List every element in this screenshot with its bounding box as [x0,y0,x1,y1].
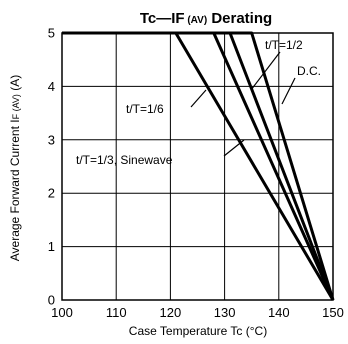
pointer-third [223,139,245,157]
series-curves [62,31,335,301]
x-axis-label: Case Temperature Tc (°C) [129,324,267,338]
x-tick-label: 150 [322,305,344,320]
y-tick-label: 3 [48,132,55,147]
annotation-dc: D.C. [297,64,321,78]
y-tick-label: 5 [48,26,55,41]
x-tick-label: 110 [106,305,127,320]
pointer-dc [281,77,296,105]
annotation-half: t/T=1/2 [265,38,303,52]
y-tick-label: 0 [48,293,55,308]
pointer-sixth [190,89,207,108]
title-sub-f: F [175,10,184,27]
y-axis-ticks: 0 1 2 3 4 5 [48,26,55,308]
annotation-sixth: t/T=1/6 [126,102,164,116]
y-tick-label: 4 [48,79,55,94]
chart-title: Tc—IF (AV) Derating [140,10,272,27]
y-tick-label: 1 [48,239,55,254]
y-label-main: Average Forward Current I [8,119,22,261]
y-tick-label: 2 [48,186,55,201]
x-tick-label: 100 [51,305,73,320]
title-sub-av: (AV) [185,15,208,26]
annotation-third: t/T=1/3, Sinewave [76,153,173,167]
title-main: Tc—I [140,10,176,27]
pointer-half [250,51,281,91]
series-line-3 [62,31,335,301]
x-axis-ticks: 100 110 120 130 140 150 [51,305,344,320]
x-tick-label: 130 [214,305,236,320]
x-tick-label: 140 [268,305,290,320]
grid [62,33,333,300]
y-label-unit: (A) [8,75,22,94]
annotations: t/T=1/2 D.C. t/T=1/6 t/T=1/3, Sinewave [76,38,321,167]
y-axis-label: Average Forward Current IF (AV) (A) [8,75,22,262]
x-tick-label: 120 [160,305,182,320]
y-label-sub: F (AV) [11,94,21,119]
title-rest: Derating [207,10,272,27]
